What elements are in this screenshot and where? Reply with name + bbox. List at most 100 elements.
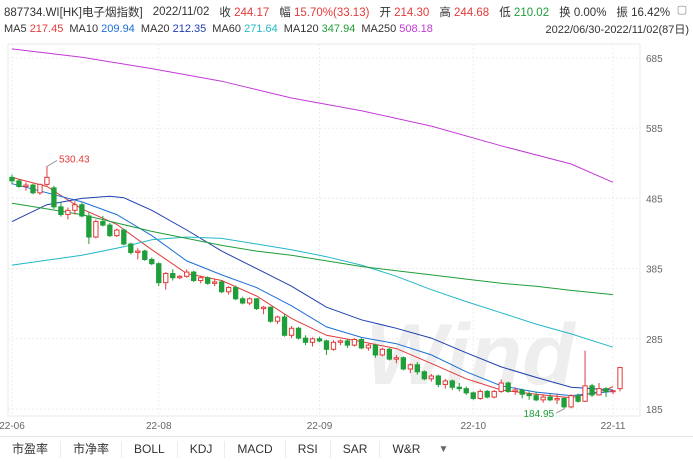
tab-pb[interactable]: 市净率 <box>61 441 123 458</box>
quote-date: 2022/11/02 <box>152 6 210 18</box>
y-tick-label: 585 <box>646 124 663 135</box>
candle-body <box>351 338 358 346</box>
tab-kdj[interactable]: KDJ <box>178 441 226 458</box>
low-price: 低 210.02 <box>499 7 550 19</box>
candle-body <box>246 298 253 304</box>
turnover-rate: 换 0.00% <box>559 7 607 19</box>
y-tick-label: 285 <box>646 335 663 346</box>
candle-body <box>407 364 414 370</box>
candle-body <box>232 287 239 300</box>
candle-body <box>170 273 176 279</box>
candle-body <box>23 184 29 187</box>
candle-body <box>51 187 57 208</box>
candle-body <box>198 277 204 282</box>
candle-body <box>547 396 553 401</box>
ma-legend: MA5 217.45 MA10 209.94 MA20 212.35 MA60 … <box>4 21 433 37</box>
candle-body <box>212 281 218 284</box>
candles <box>9 166 623 409</box>
candle-body <box>65 209 71 216</box>
candle-body <box>316 338 323 342</box>
y-tick-label: 385 <box>646 265 663 276</box>
x-tick-label: 22-06 <box>0 421 25 432</box>
candle-body <box>477 390 483 399</box>
ma-legend-item: MA20 212.35 <box>140 23 207 35</box>
indicator-tabs: 市盈率 市净率 BOLL KDJ MACD RSI SAR W&R ▼ <box>0 436 693 462</box>
candle-body <box>9 176 15 182</box>
candle-body <box>428 375 434 380</box>
tab-sar[interactable]: SAR <box>331 441 381 458</box>
high-price: 高 244.68 <box>439 7 490 19</box>
x-tick-label: 22-11 <box>601 421 626 432</box>
close-price: 收 244.17 <box>219 7 270 19</box>
y-tick-label: 185 <box>646 405 663 416</box>
tab-macd[interactable]: MACD <box>225 441 286 458</box>
more-tabs-icon[interactable]: ▼ <box>438 444 449 455</box>
expand-icon[interactable]: ▢ <box>676 4 688 16</box>
plot-frame <box>7 43 641 417</box>
quote-header: 887734.WI[HK]电子烟指数] 2022/11/02 收 244.17 … <box>4 4 670 20</box>
candle-body <box>610 390 616 393</box>
candle-body <box>177 275 183 279</box>
tab-boll[interactable]: BOLL <box>122 441 178 458</box>
ma-line-ma250 <box>11 48 614 183</box>
candle-body <box>281 316 288 336</box>
candle-body <box>561 397 567 408</box>
candle-body <box>596 388 602 396</box>
ma-lines <box>11 48 614 399</box>
candle-body <box>540 396 546 401</box>
candle-body <box>463 388 469 394</box>
tab-wr[interactable]: W&R <box>392 442 421 456</box>
candle-body <box>114 229 120 237</box>
candle-body <box>274 316 281 322</box>
security-code: 887734.WI[HK]电子烟指数] <box>4 7 143 19</box>
candle-body <box>421 371 427 380</box>
x-axis: 22-06 22-08 22-09 22-10 22-11 <box>0 421 626 432</box>
ma-line-ma60 <box>11 236 614 348</box>
candle-body <box>379 348 386 356</box>
candle-body <box>191 271 197 282</box>
candle-body <box>288 327 295 336</box>
candle-body <box>400 357 407 370</box>
candle-body <box>554 397 560 401</box>
candle-body <box>498 382 504 392</box>
annotation-high: 530.43 <box>59 155 90 166</box>
candle-body <box>456 386 462 390</box>
candle-body <box>79 204 85 217</box>
date-range: 2022/06/30-2022/11/02(87日) <box>545 24 689 36</box>
annotation-leader <box>555 408 565 414</box>
y-tick-label: 685 <box>646 54 663 65</box>
tab-pe[interactable]: 市盈率 <box>0 441 62 458</box>
candle-body <box>163 273 169 284</box>
candle-body <box>128 243 134 253</box>
ma-legend-item: MA120 347.94 <box>283 23 356 35</box>
candle-body <box>260 306 267 310</box>
annotations: 530.43 184.95 <box>46 155 565 420</box>
candle-body <box>526 393 532 397</box>
candle-body <box>295 327 302 339</box>
candle-body <box>484 390 490 398</box>
candle-body <box>575 395 581 402</box>
candle-body <box>100 221 106 226</box>
candle-body <box>344 340 351 346</box>
tab-rsi[interactable]: RSI <box>286 441 331 458</box>
candle-body <box>309 338 316 343</box>
candle-body <box>121 229 127 245</box>
candle-body <box>16 180 22 187</box>
candle-body <box>358 338 365 349</box>
candle-body <box>205 277 211 284</box>
candle-body <box>330 341 337 350</box>
candle-body <box>491 390 497 398</box>
x-tick-label: 22-10 <box>460 421 486 432</box>
x-tick-label: 22-08 <box>146 421 172 432</box>
candle-body <box>533 395 539 401</box>
candle-body <box>323 340 330 350</box>
candle-body <box>589 385 595 396</box>
candle-body <box>267 306 274 322</box>
candle-body <box>37 183 43 194</box>
candle-body <box>449 380 455 388</box>
chart-grid <box>7 43 641 417</box>
x-tick-label: 22-09 <box>307 421 333 432</box>
annotation-low: 184.95 <box>523 409 554 420</box>
candle-body <box>393 357 400 360</box>
